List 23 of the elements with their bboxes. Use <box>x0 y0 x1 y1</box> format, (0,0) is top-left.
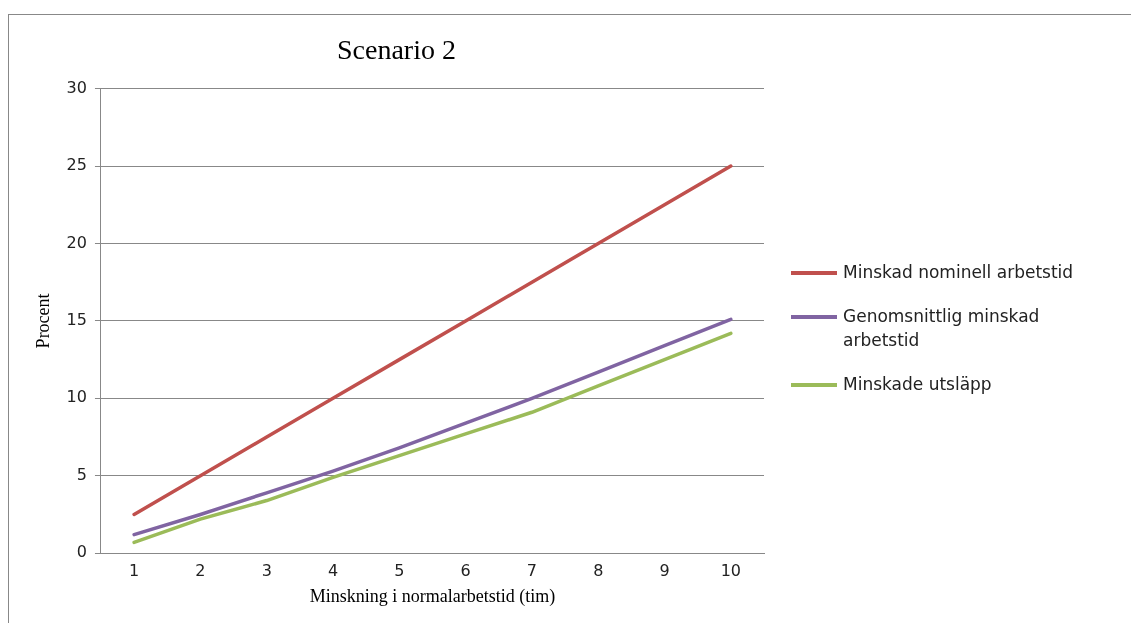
x-tick-label: 8 <box>593 560 604 580</box>
x-axis-title: Minskning i normalarbetstid (tim) <box>309 585 556 607</box>
x-tick-label: 3 <box>261 560 272 580</box>
y-tick-label: 5 <box>76 464 87 484</box>
legend-label: Genomsnittlig minskad arbetstid <box>843 305 1041 352</box>
y-tick-label: 30 <box>66 77 87 97</box>
x-tick-label: 7 <box>526 560 538 580</box>
y-tick-label: 25 <box>66 155 87 175</box>
x-tick-label: 5 <box>394 560 405 580</box>
y-tick-label: 20 <box>66 232 87 252</box>
x-tick-label: 10 <box>720 560 742 580</box>
x-tick-label: 6 <box>460 560 471 580</box>
y-tick-label: 10 <box>66 387 87 407</box>
y-tick-label: 15 <box>66 310 87 330</box>
x-tick-label: 2 <box>195 560 206 580</box>
x-tick-label: 4 <box>327 560 339 580</box>
y-axis-title: Procent <box>32 293 53 349</box>
y-tick-label: 0 <box>76 542 87 562</box>
x-tick-label: 1 <box>129 560 140 580</box>
legend-label: Minskad nominell arbetstid <box>843 261 1074 284</box>
chart-title: Scenario 2 <box>337 34 456 66</box>
legend-label: Minskade utsläpp <box>843 373 992 396</box>
x-tick-label: 9 <box>659 560 670 580</box>
